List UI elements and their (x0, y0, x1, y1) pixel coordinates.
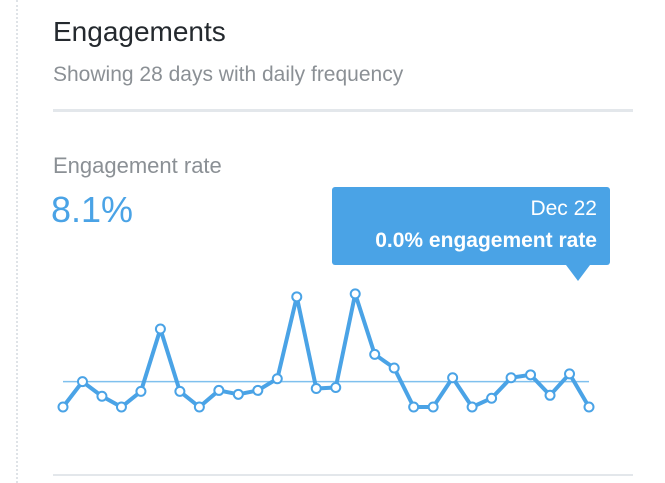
chart-tooltip: Dec 22 0.0% engagement rate (332, 187, 610, 281)
data-point[interactable] (193, 401, 205, 413)
data-point[interactable] (57, 401, 69, 413)
data-point[interactable] (76, 376, 88, 388)
tooltip-date: Dec 22 (530, 197, 597, 220)
left-dotted-border (16, 0, 18, 483)
bottom-divider (53, 474, 633, 476)
data-point[interactable] (96, 390, 108, 402)
card-title: Engagements (53, 16, 226, 47)
metric-label: Engagement rate (53, 153, 222, 178)
data-point[interactable] (564, 368, 576, 380)
data-point[interactable] (271, 373, 283, 385)
series-line (61, 291, 591, 409)
data-point[interactable] (310, 382, 322, 394)
top-divider (53, 109, 633, 112)
data-point[interactable] (486, 392, 498, 404)
data-point[interactable] (154, 323, 166, 335)
data-point[interactable] (505, 372, 517, 384)
data-point[interactable] (466, 401, 478, 413)
data-point[interactable] (408, 401, 420, 413)
data-point[interactable] (447, 372, 459, 384)
data-point[interactable] (213, 384, 225, 396)
data-point[interactable] (369, 348, 381, 360)
card-subtitle: Showing 28 days with daily frequency (53, 63, 404, 86)
data-point[interactable] (115, 401, 127, 413)
data-point[interactable] (252, 384, 264, 396)
data-point[interactable] (544, 389, 556, 401)
engagements-card: Engagements Showing 28 days with daily f… (51, 0, 633, 483)
data-point[interactable] (525, 369, 537, 381)
data-point[interactable] (174, 385, 186, 397)
data-point[interactable] (583, 401, 595, 413)
data-point[interactable] (388, 362, 400, 374)
data-point[interactable] (232, 388, 244, 400)
series-line-group (61, 291, 591, 409)
data-point[interactable] (135, 385, 147, 397)
tooltip-value: 0.0% engagement rate (375, 229, 597, 252)
data-point[interactable] (330, 382, 342, 393)
data-points-group (57, 288, 595, 413)
metric-value: 8.1% (51, 189, 134, 230)
data-point[interactable] (427, 401, 439, 413)
data-point[interactable] (291, 291, 303, 303)
data-point[interactable] (349, 288, 361, 300)
